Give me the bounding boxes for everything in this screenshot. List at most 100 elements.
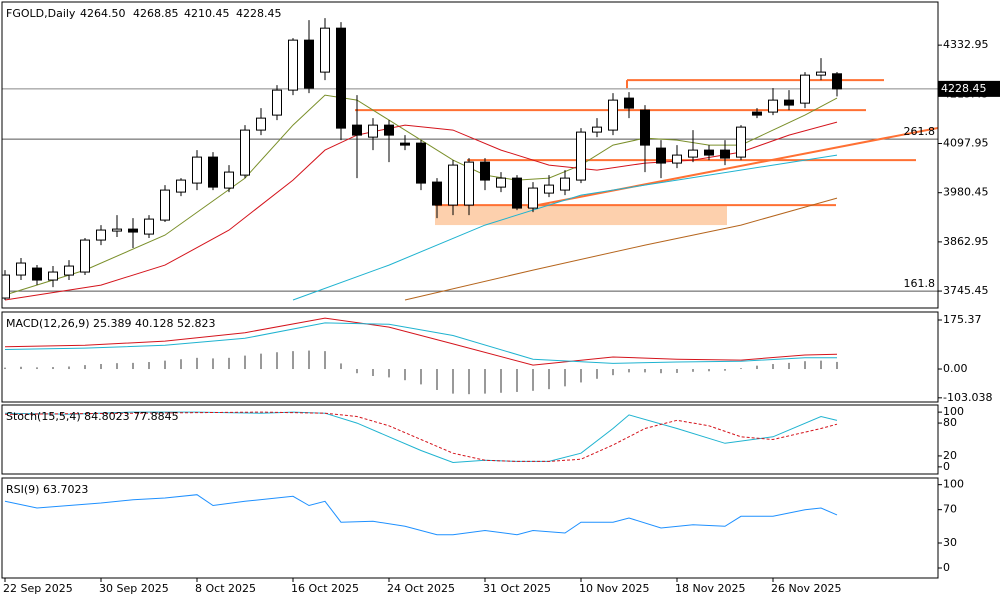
candle-body bbox=[816, 71, 826, 76]
candle-body bbox=[128, 228, 138, 233]
candle-body bbox=[464, 161, 474, 206]
candle-body bbox=[720, 149, 730, 159]
candle-body bbox=[496, 177, 506, 188]
y-tick-label: 4332.95 bbox=[943, 38, 989, 51]
candle-body bbox=[400, 142, 410, 146]
candle-body bbox=[448, 164, 458, 206]
pane-plot bbox=[4, 411, 838, 464]
candle-body bbox=[480, 161, 490, 181]
candle-body bbox=[176, 179, 186, 193]
candle-body bbox=[512, 177, 522, 209]
candle-body bbox=[64, 265, 74, 276]
candle-body bbox=[752, 111, 762, 116]
candle-body bbox=[784, 99, 794, 106]
candle-body bbox=[48, 271, 58, 281]
candle-body bbox=[320, 27, 330, 73]
candle-body bbox=[624, 97, 634, 109]
candle-body bbox=[672, 154, 682, 164]
indicator-line bbox=[4, 494, 838, 536]
candle-body bbox=[384, 124, 394, 136]
y-tick-label: 100 bbox=[943, 478, 964, 491]
zone bbox=[435, 205, 727, 226]
y-tick-label: 0 bbox=[943, 561, 950, 574]
candle-body bbox=[144, 218, 154, 235]
x-tick-label: 18 Nov 2025 bbox=[675, 582, 745, 595]
candle-body bbox=[560, 177, 570, 191]
indicator-line bbox=[4, 411, 838, 464]
candle-body bbox=[208, 156, 218, 188]
pane-title: RSI(9) 63.7023 bbox=[6, 483, 88, 496]
pane-plot bbox=[4, 494, 838, 536]
header-value: 4228.45 bbox=[236, 7, 282, 20]
candle-body bbox=[2, 274, 10, 299]
candle-body bbox=[704, 149, 714, 156]
candle-body bbox=[96, 229, 106, 241]
y-tick-label: 175.37 bbox=[943, 313, 982, 326]
indicator-line bbox=[404, 197, 838, 301]
header-value: 4210.45 bbox=[184, 7, 230, 20]
last-price-label: 4228.45 bbox=[941, 82, 987, 95]
x-tick-label: 8 Oct 2025 bbox=[195, 582, 256, 595]
candle-body bbox=[640, 109, 650, 146]
y-tick-label: 70 bbox=[943, 503, 957, 516]
candle-body bbox=[688, 149, 698, 158]
pane-frame bbox=[1, 404, 939, 475]
candle-body bbox=[304, 39, 314, 89]
candle-body bbox=[336, 27, 346, 129]
candle-body bbox=[576, 131, 586, 181]
indicator-line bbox=[292, 154, 838, 301]
y-tick-label: -103.038 bbox=[943, 391, 992, 404]
pane-title: Stoch(15,5,4) 84.8023 77.8845 bbox=[6, 410, 179, 423]
pane-title: FGOLD,Daily bbox=[6, 7, 76, 20]
candle-body bbox=[592, 126, 602, 133]
x-tick-label: 31 Oct 2025 bbox=[483, 582, 551, 595]
y-tick-label: 80 bbox=[943, 416, 957, 429]
header-value: 4268.85 bbox=[133, 7, 179, 20]
candle-body bbox=[112, 228, 122, 232]
fib-label: 161.8 bbox=[904, 277, 936, 290]
candle-body bbox=[288, 39, 298, 91]
candle-body bbox=[416, 142, 426, 184]
pane-plot bbox=[4, 317, 838, 395]
pane-frame bbox=[1, 1, 939, 309]
candle-body bbox=[160, 189, 170, 221]
y-tick-label: 4097.95 bbox=[943, 137, 989, 150]
candle-body bbox=[544, 184, 554, 194]
candle-body bbox=[656, 147, 666, 164]
indicator-line bbox=[4, 411, 838, 462]
y-tick-label: 0.00 bbox=[943, 362, 968, 375]
x-tick-label: 10 Nov 2025 bbox=[579, 582, 649, 595]
candle-body bbox=[608, 99, 618, 131]
pane-frame bbox=[1, 477, 939, 579]
indicator-line bbox=[4, 317, 838, 366]
y-tick-label: 3745.45 bbox=[943, 284, 989, 297]
candle-body bbox=[736, 126, 746, 158]
x-tick-label: 16 Oct 2025 bbox=[291, 582, 359, 595]
candle-body bbox=[528, 187, 538, 209]
candle-body bbox=[32, 267, 42, 281]
x-tick-label: 24 Oct 2025 bbox=[387, 582, 455, 595]
candle-body bbox=[240, 129, 250, 176]
pane-title: MACD(12,26,9) 25.389 40.128 52.823 bbox=[6, 317, 216, 330]
x-tick-label: 26 Nov 2025 bbox=[771, 582, 841, 595]
candle-body bbox=[256, 117, 266, 131]
candle-body bbox=[224, 171, 234, 189]
y-tick-label: 0 bbox=[943, 460, 950, 473]
header-value: 4264.50 bbox=[80, 7, 126, 20]
y-tick-label: 20 bbox=[943, 449, 957, 462]
x-tick-label: 22 Sep 2025 bbox=[3, 582, 73, 595]
indicator-line bbox=[4, 322, 837, 364]
y-tick-label: 30 bbox=[943, 536, 957, 549]
candle-body bbox=[352, 124, 362, 136]
candle-body bbox=[368, 124, 378, 138]
candle-body bbox=[768, 99, 778, 113]
candle-body bbox=[272, 89, 282, 116]
fib-label: 261.8 bbox=[904, 125, 936, 138]
candle-body bbox=[800, 74, 810, 104]
trendline bbox=[526, 126, 938, 209]
candle-body bbox=[80, 239, 90, 273]
candle-body bbox=[432, 181, 442, 206]
